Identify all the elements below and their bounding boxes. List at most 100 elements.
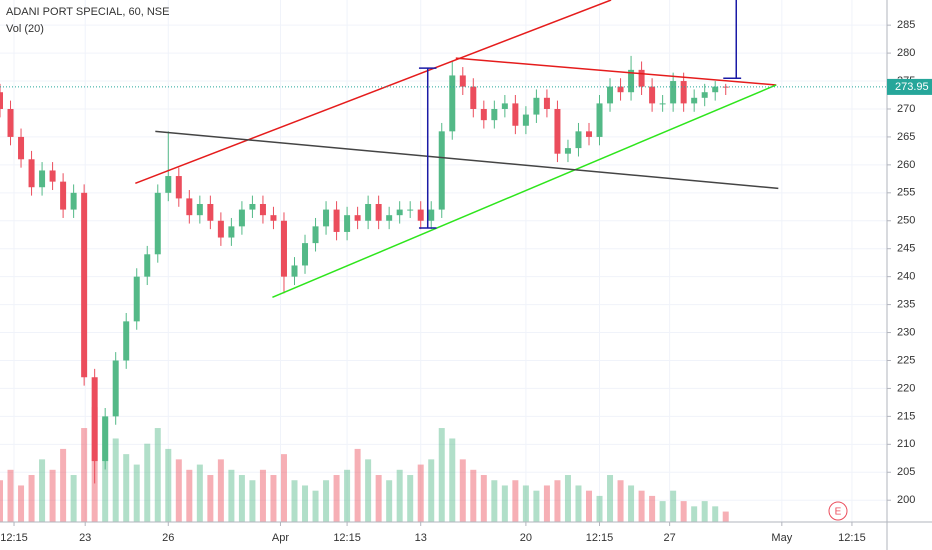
candle-body: [302, 243, 309, 266]
indicator-label: Vol (20): [6, 23, 44, 35]
x-tick-label: 26: [162, 532, 174, 544]
volume-bar: [249, 480, 256, 522]
volume-bar: [228, 469, 235, 522]
trend-line: [155, 130, 779, 190]
volume-bar: [270, 475, 277, 522]
volume-bar: [417, 464, 424, 522]
y-tick-label: 210: [897, 438, 915, 450]
x-tick-label: 12:15: [0, 532, 28, 544]
volume-bar: [617, 480, 624, 522]
axes: 200 205 210 215 220 225 230 235 240 245 250 255 260 2…: [0, 19, 932, 544]
x-tick-label: 12:15: [333, 532, 361, 544]
volume-bar: [217, 459, 224, 522]
candle-body: [375, 203, 382, 221]
candle-body: [133, 276, 140, 322]
volume-bar: [386, 480, 393, 522]
volume-bar: [691, 506, 698, 522]
volume-pane: [0, 407, 729, 522]
volume-bar: [575, 485, 582, 522]
y-tick-label: 230: [897, 326, 915, 338]
volume-bar: [365, 459, 372, 522]
volume-bar: [501, 485, 508, 522]
candle-body: [354, 215, 361, 221]
volume-bar: [123, 454, 130, 522]
volume-bar: [670, 490, 677, 522]
candle-body: [333, 209, 340, 232]
volume-bar: [564, 475, 571, 522]
candle-body: [607, 86, 614, 104]
volume-bar: [344, 469, 351, 522]
candle-body: [554, 108, 561, 154]
candle-body: [217, 220, 224, 238]
y-tick-label: 250: [897, 215, 915, 227]
volume-bar: [18, 485, 25, 522]
candle-body: [123, 321, 130, 361]
drawings: [0, 0, 887, 299]
volume-bar: [585, 490, 592, 522]
candle-body: [70, 192, 77, 210]
volume-bar: [302, 485, 309, 522]
y-tick-label: 205: [897, 466, 915, 478]
candle-body: [18, 136, 25, 160]
candle-body: [39, 170, 46, 188]
event-marker[interactable]: [828, 501, 848, 521]
candle-body: [638, 69, 645, 87]
y-tick-label: 270: [897, 103, 915, 115]
y-tick-label: 245: [897, 243, 915, 255]
y-tick-label: 215: [897, 410, 915, 422]
candle-body: [407, 209, 414, 211]
candle-body: [7, 108, 14, 137]
candle-body: [0, 92, 3, 109]
volume-bar: [722, 511, 729, 522]
volume-bar: [39, 459, 46, 522]
candle-body: [91, 377, 98, 462]
candle-body: [28, 159, 35, 188]
y-tick-label: 280: [897, 47, 915, 59]
x-tick-label: 20: [520, 532, 532, 544]
candle-body: [344, 215, 351, 232]
x-tick-label: 12:15: [838, 532, 866, 544]
volume-bar: [112, 438, 119, 522]
volume-bar: [207, 475, 214, 522]
candle-body: [480, 108, 487, 121]
volume-bar: [70, 475, 77, 522]
y-tick-label: 260: [897, 159, 915, 171]
volume-bar: [638, 490, 645, 522]
candle-body: [196, 203, 203, 216]
volume-bar: [280, 454, 287, 522]
candle-body: [533, 97, 540, 115]
candle-body: [691, 97, 698, 104]
candle-body: [459, 75, 466, 87]
volume-bar: [407, 475, 414, 522]
volume-bar: [428, 459, 435, 522]
x-tick-label: 12:15: [586, 532, 614, 544]
candle-body: [112, 360, 119, 417]
volume-bar: [175, 459, 182, 522]
volume-bar: [543, 485, 550, 522]
candle-body: [102, 416, 109, 462]
candle-body: [659, 103, 666, 105]
volume-bar: [470, 469, 477, 522]
chart-title: ADANI PORT SPECIAL, 60, NSE: [6, 6, 169, 18]
volume-bar: [596, 495, 603, 522]
volume-bar: [0, 480, 3, 522]
volume-bar: [60, 448, 67, 522]
volume-bar: [49, 469, 56, 522]
candle-body: [596, 103, 603, 137]
y-tick-label: 255: [897, 187, 915, 199]
candle-body: [701, 92, 708, 98]
volume-bar: [291, 480, 298, 522]
trend-line: [272, 84, 777, 299]
volume-bar: [154, 428, 161, 522]
volume-bar: [259, 469, 266, 522]
volume-bar: [712, 506, 719, 522]
volume-bar: [701, 501, 708, 522]
volume-bar: [512, 480, 519, 522]
candle-body: [165, 176, 172, 193]
candle-body: [280, 220, 287, 277]
volume-bar: [165, 448, 172, 522]
candle-body: [238, 209, 245, 227]
candle-body: [428, 209, 435, 221]
